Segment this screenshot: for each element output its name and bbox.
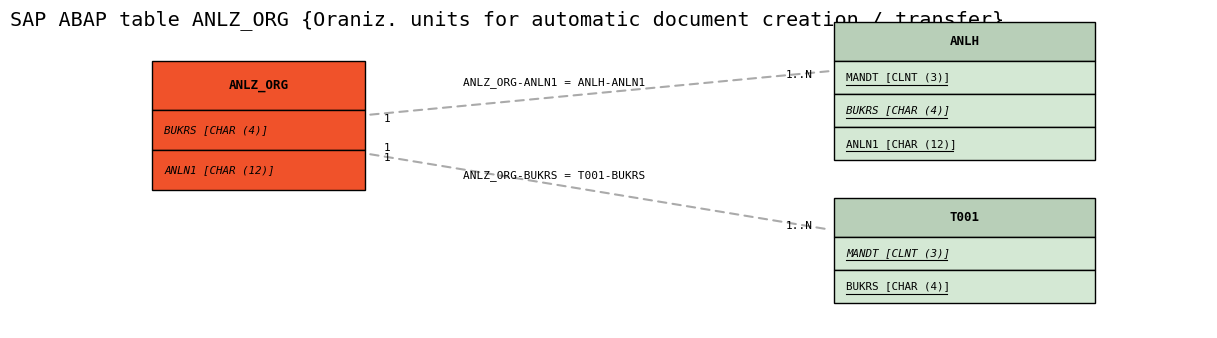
Text: T001: T001 <box>949 211 980 224</box>
Text: BUKRS [CHAR (4)]: BUKRS [CHAR (4)] <box>164 125 268 135</box>
Text: 1..N: 1..N <box>786 221 813 232</box>
Text: ANLZ_ORG: ANLZ_ORG <box>229 79 288 92</box>
Text: ANLN1 [CHAR (12)]: ANLN1 [CHAR (12)] <box>846 139 957 149</box>
FancyBboxPatch shape <box>152 150 365 190</box>
Text: MANDT [CLNT (3)]: MANDT [CLNT (3)] <box>846 248 949 258</box>
FancyBboxPatch shape <box>152 61 365 110</box>
Text: ANLN1 [CHAR (12)]: ANLN1 [CHAR (12)] <box>164 165 275 175</box>
Text: SAP ABAP table ANLZ_ORG {Oraniz. units for automatic document creation / transfe: SAP ABAP table ANLZ_ORG {Oraniz. units f… <box>10 10 1004 30</box>
FancyBboxPatch shape <box>834 127 1095 160</box>
FancyBboxPatch shape <box>152 110 365 150</box>
FancyBboxPatch shape <box>834 22 1095 61</box>
Text: 1..N: 1..N <box>786 70 813 80</box>
Text: BUKRS [CHAR (4)]: BUKRS [CHAR (4)] <box>846 105 949 116</box>
Text: MANDT [CLNT (3)]: MANDT [CLNT (3)] <box>846 72 949 82</box>
Text: ANLH: ANLH <box>949 35 980 48</box>
FancyBboxPatch shape <box>834 270 1095 303</box>
Text: BUKRS [CHAR (4)]: BUKRS [CHAR (4)] <box>846 281 949 291</box>
Text: 1: 1 <box>383 114 391 124</box>
FancyBboxPatch shape <box>834 94 1095 127</box>
Text: ANLZ_ORG-ANLN1 = ANLH-ANLN1: ANLZ_ORG-ANLN1 = ANLH-ANLN1 <box>462 77 645 88</box>
Text: 1
1: 1 1 <box>383 143 391 163</box>
Text: ANLZ_ORG-BUKRS = T001-BUKRS: ANLZ_ORG-BUKRS = T001-BUKRS <box>462 170 645 181</box>
FancyBboxPatch shape <box>834 237 1095 270</box>
FancyBboxPatch shape <box>834 198 1095 237</box>
FancyBboxPatch shape <box>834 61 1095 94</box>
